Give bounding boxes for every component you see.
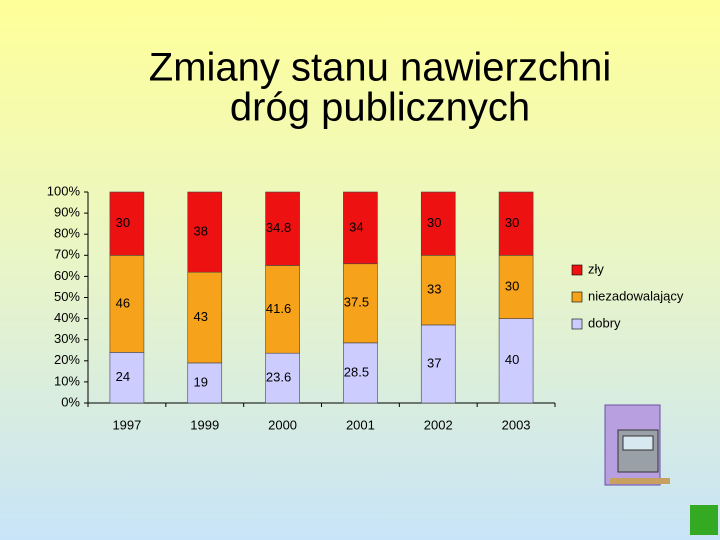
bar-segment bbox=[109, 191, 145, 256]
data-label: 38 bbox=[194, 224, 208, 239]
legend-swatch bbox=[571, 264, 583, 276]
truck-clipart bbox=[604, 404, 670, 486]
data-label: 24 bbox=[116, 369, 130, 384]
y-tick-label: 10% bbox=[54, 373, 80, 388]
bar-segment bbox=[498, 191, 534, 256]
data-label: 43 bbox=[194, 309, 208, 324]
y-tick-label: 0% bbox=[61, 394, 80, 409]
data-label: 40 bbox=[505, 352, 519, 367]
data-label: 34.8 bbox=[266, 220, 291, 235]
bar-segment bbox=[265, 265, 300, 354]
data-label: 19 bbox=[194, 374, 208, 389]
bar-segment bbox=[420, 255, 456, 326]
x-tick-label: 2001 bbox=[346, 417, 375, 432]
chart-title: dróg publicznych bbox=[230, 86, 530, 130]
data-label: 46 bbox=[116, 295, 130, 310]
y-tick-label: 100% bbox=[47, 183, 81, 198]
data-label: 30 bbox=[427, 215, 441, 230]
bar-segment bbox=[498, 255, 534, 319]
x-tick-label: 2000 bbox=[268, 417, 297, 432]
bar-segment bbox=[420, 191, 456, 256]
legend-label: dobry bbox=[588, 315, 621, 330]
x-tick-label: 2003 bbox=[502, 417, 531, 432]
data-label: 33 bbox=[427, 282, 441, 297]
data-label: 30 bbox=[116, 215, 130, 230]
y-tick-label: 30% bbox=[54, 331, 80, 346]
y-tick-label: 80% bbox=[54, 226, 80, 241]
y-tick-label: 60% bbox=[54, 268, 80, 283]
bar-segment bbox=[109, 352, 145, 404]
y-tick-label: 90% bbox=[54, 205, 80, 220]
x-tick-label: 1997 bbox=[112, 417, 141, 432]
decoration-square bbox=[690, 505, 718, 535]
data-label: 23.6 bbox=[266, 370, 291, 385]
data-label: 30 bbox=[505, 215, 519, 230]
data-label: 37 bbox=[427, 355, 441, 370]
bar-segment bbox=[109, 255, 145, 353]
legend-label: niezadowalający bbox=[588, 288, 684, 303]
bar-segment bbox=[187, 271, 223, 364]
x-tick-label: 2002 bbox=[424, 417, 453, 432]
bar-segment bbox=[265, 352, 300, 404]
bar-segment bbox=[343, 191, 378, 265]
y-tick-label: 40% bbox=[54, 310, 80, 325]
bar-segment bbox=[343, 342, 378, 404]
legend-label: zły bbox=[588, 261, 604, 276]
data-label: 41.6 bbox=[266, 301, 291, 316]
y-tick-label: 70% bbox=[54, 247, 80, 262]
y-tick-label: 20% bbox=[54, 352, 80, 367]
legend-swatch bbox=[571, 318, 583, 330]
data-label: 28.5 bbox=[344, 364, 369, 379]
y-tick-label: 50% bbox=[54, 289, 80, 304]
data-label: 30 bbox=[505, 278, 519, 293]
data-label: 37.5 bbox=[344, 295, 369, 310]
x-tick-label: 1999 bbox=[190, 417, 219, 432]
chart-title: Zmiany stanu nawierzchni bbox=[149, 46, 611, 90]
bar-segment bbox=[187, 362, 223, 404]
data-label: 34 bbox=[349, 219, 363, 234]
bar-segment bbox=[265, 191, 300, 266]
legend-swatch bbox=[571, 291, 583, 303]
bar-segment bbox=[343, 263, 378, 344]
bar-segment bbox=[498, 318, 534, 404]
bar-segment bbox=[420, 324, 456, 404]
bar-segment bbox=[187, 191, 223, 273]
